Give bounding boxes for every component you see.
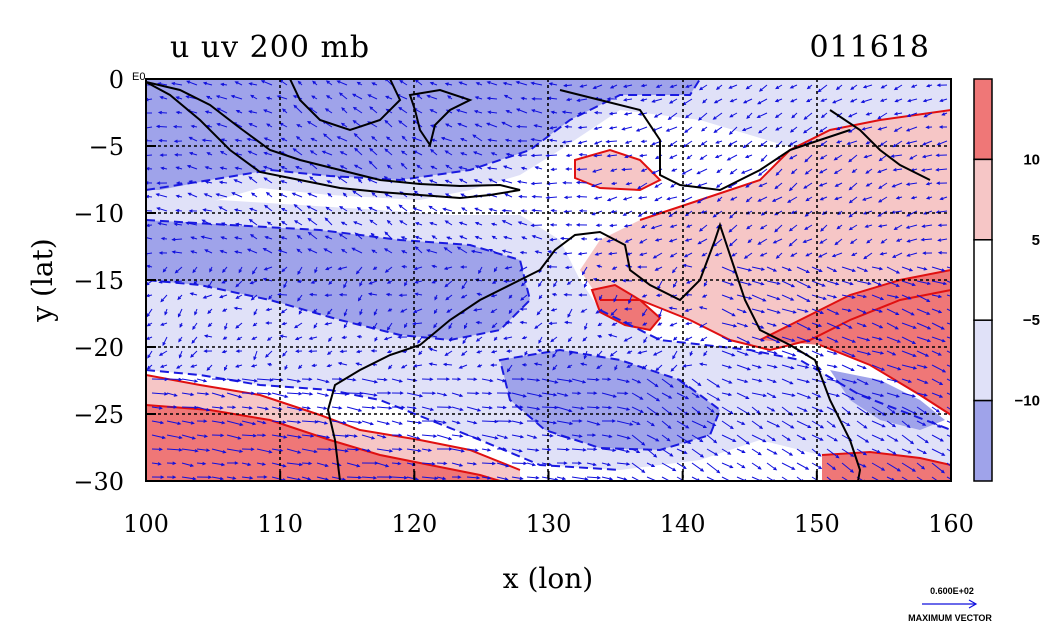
- x-tick-label: 120: [391, 510, 437, 538]
- y-tick-label: 0: [109, 66, 124, 94]
- colorbar-tick-label: 5: [1032, 232, 1040, 249]
- vector-legend: 0.600E+02 MAXIMUM VECTOR: [908, 586, 992, 623]
- colorbar-tick-label: −10: [1015, 393, 1040, 410]
- colorbar-swatch: [974, 240, 992, 320]
- y-tick-label: −10: [73, 200, 124, 228]
- y-tick-label: −15: [73, 267, 124, 295]
- vector-legend-arrow: [922, 600, 976, 608]
- colorbar-swatch: [974, 79, 992, 159]
- y-tick-label: −25: [73, 401, 124, 429]
- x-tick-label: 130: [526, 510, 572, 538]
- y-axis: 0 −5 −10 −15 −20 −25 −30: [73, 66, 156, 496]
- vector-legend-label: MAXIMUM VECTOR: [908, 613, 992, 623]
- y-tick-label: −30: [73, 468, 124, 496]
- plot-title: u uv 200 mb: [170, 30, 370, 65]
- x-tick-label: 110: [257, 510, 303, 538]
- x-tick-label: 150: [794, 510, 840, 538]
- x-tick-label: 100: [123, 510, 169, 538]
- plot-date-label: 011618: [809, 30, 930, 65]
- colorbar-tick-label: −5: [1023, 312, 1040, 329]
- y-tick-label: −20: [73, 334, 124, 362]
- colorbar-swatch: [974, 401, 992, 481]
- x-axis-label: x (lon): [503, 562, 593, 595]
- colorbar-swatch: [974, 320, 992, 400]
- colorbar-tick-label: 10: [1023, 151, 1040, 168]
- corner-label: E0: [132, 71, 145, 83]
- y-tick-label: −5: [89, 133, 124, 161]
- colorbar-swatch: [974, 159, 992, 239]
- y-axis-label: y (lat): [26, 238, 59, 322]
- vector-legend-value: 0.600E+02: [930, 586, 974, 596]
- x-tick-label: 140: [660, 510, 706, 538]
- x-tick-label: 160: [928, 510, 974, 538]
- colorbar: 10 5 −5 −10: [974, 79, 1040, 481]
- plot-area: [141, 78, 961, 485]
